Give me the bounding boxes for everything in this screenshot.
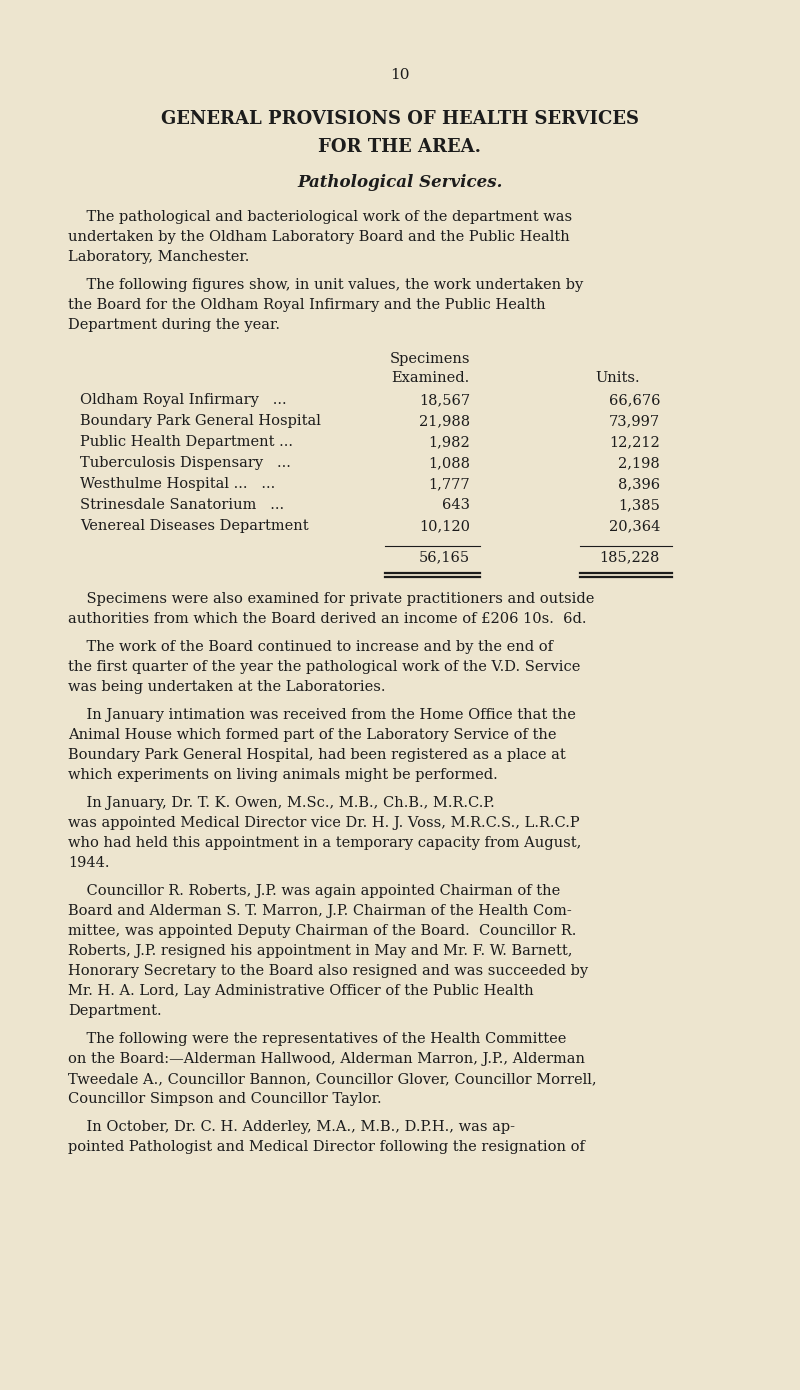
Text: the Board for the Oldham Royal Infirmary and the Public Health: the Board for the Oldham Royal Infirmary… (68, 297, 546, 311)
Text: Venereal Diseases Department: Venereal Diseases Department (80, 518, 309, 532)
Text: Department during the year.: Department during the year. (68, 318, 280, 332)
Text: Roberts, J.P. resigned his appointment in May and Mr. F. W. Barnett,: Roberts, J.P. resigned his appointment i… (68, 944, 573, 958)
Text: Councillor R. Roberts, J.P. was again appointed Chairman of the: Councillor R. Roberts, J.P. was again ap… (68, 884, 560, 898)
Text: Councillor Simpson and Councillor Taylor.: Councillor Simpson and Councillor Taylor… (68, 1093, 382, 1106)
Text: 1,088: 1,088 (428, 456, 470, 470)
Text: Animal House which formed part of the Laboratory Service of the: Animal House which formed part of the La… (68, 728, 557, 742)
Text: who had held this appointment in a temporary capacity from August,: who had held this appointment in a tempo… (68, 835, 582, 851)
Text: Laboratory, Manchester.: Laboratory, Manchester. (68, 250, 250, 264)
Text: pointed Pathologist and Medical Director following the resignation of: pointed Pathologist and Medical Director… (68, 1140, 585, 1154)
Text: GENERAL PROVISIONS OF HEALTH SERVICES: GENERAL PROVISIONS OF HEALTH SERVICES (161, 110, 639, 128)
Text: Tuberculosis Dispensary   ...: Tuberculosis Dispensary ... (80, 456, 291, 470)
Text: mittee, was appointed Deputy Chairman of the Board.  Councillor R.: mittee, was appointed Deputy Chairman of… (68, 924, 576, 938)
Text: Honorary Secretary to the Board also resigned and was succeeded by: Honorary Secretary to the Board also res… (68, 965, 588, 979)
Text: Board and Alderman S. T. Marron, J.P. Chairman of the Health Com-: Board and Alderman S. T. Marron, J.P. Ch… (68, 904, 572, 917)
Text: Public Health Department ...: Public Health Department ... (80, 435, 293, 449)
Text: The following figures show, in unit values, the work undertaken by: The following figures show, in unit valu… (68, 278, 583, 292)
Text: undertaken by the Oldham Laboratory Board and the Public Health: undertaken by the Oldham Laboratory Boar… (68, 229, 570, 245)
Text: Strinesdale Sanatorium   ...: Strinesdale Sanatorium ... (80, 498, 284, 512)
Text: 1,385: 1,385 (618, 498, 660, 512)
Text: FOR THE AREA.: FOR THE AREA. (318, 138, 482, 156)
Text: Department.: Department. (68, 1004, 162, 1017)
Text: Mr. H. A. Lord, Lay Administrative Officer of the Public Health: Mr. H. A. Lord, Lay Administrative Offic… (68, 984, 534, 998)
Text: 12,212: 12,212 (610, 435, 660, 449)
Text: 1,982: 1,982 (428, 435, 470, 449)
Text: Specimens were also examined for private practitioners and outside: Specimens were also examined for private… (68, 592, 594, 606)
Text: In October, Dr. C. H. Adderley, M.A., M.B., D.P.H., was ap-: In October, Dr. C. H. Adderley, M.A., M.… (68, 1120, 515, 1134)
Text: 18,567: 18,567 (419, 393, 470, 407)
Text: 73,997: 73,997 (609, 414, 660, 428)
Text: Specimens: Specimens (390, 352, 470, 366)
Text: 2,198: 2,198 (618, 456, 660, 470)
Text: The work of the Board continued to increase and by the end of: The work of the Board continued to incre… (68, 639, 553, 655)
Text: In January intimation was received from the Home Office that the: In January intimation was received from … (68, 708, 576, 721)
Text: authorities from which the Board derived an income of £206 10s.  6d.: authorities from which the Board derived… (68, 612, 586, 626)
Text: was being undertaken at the Laboratories.: was being undertaken at the Laboratories… (68, 680, 386, 694)
Text: 1944.: 1944. (68, 856, 110, 870)
Text: Boundary Park General Hospital: Boundary Park General Hospital (80, 414, 321, 428)
Text: 10,120: 10,120 (419, 518, 470, 532)
Text: 10: 10 (390, 68, 410, 82)
Text: 21,988: 21,988 (419, 414, 470, 428)
Text: 643: 643 (442, 498, 470, 512)
Text: The pathological and bacteriological work of the department was: The pathological and bacteriological wor… (68, 210, 572, 224)
Text: The following were the representatives of the Health Committee: The following were the representatives o… (68, 1031, 566, 1047)
Text: Units.: Units. (596, 371, 640, 385)
Text: Oldham Royal Infirmary   ...: Oldham Royal Infirmary ... (80, 393, 286, 407)
Text: 8,396: 8,396 (618, 477, 660, 491)
Text: Westhulme Hospital ...   ...: Westhulme Hospital ... ... (80, 477, 275, 491)
Text: was appointed Medical Director vice Dr. H. J. Voss, M.R.C.S., L.R.C.P: was appointed Medical Director vice Dr. … (68, 816, 580, 830)
Text: which experiments on living animals might be performed.: which experiments on living animals migh… (68, 769, 498, 783)
Text: Pathological Services.: Pathological Services. (298, 174, 502, 190)
Text: 20,364: 20,364 (609, 518, 660, 532)
Text: In January, Dr. T. K. Owen, M.Sc., M.B., Ch.B., M.R.C.P.: In January, Dr. T. K. Owen, M.Sc., M.B.,… (68, 796, 494, 810)
Text: 56,165: 56,165 (419, 550, 470, 564)
Text: 1,777: 1,777 (428, 477, 470, 491)
Text: the first quarter of the year the pathological work of the V.D. Service: the first quarter of the year the pathol… (68, 660, 580, 674)
Text: Tweedale A., Councillor Bannon, Councillor Glover, Councillor Morrell,: Tweedale A., Councillor Bannon, Councill… (68, 1072, 597, 1086)
Text: on the Board:—Alderman Hallwood, Alderman Marron, J.P., Alderman: on the Board:—Alderman Hallwood, Alderma… (68, 1052, 585, 1066)
Text: Examined.: Examined. (391, 371, 469, 385)
Text: 185,228: 185,228 (600, 550, 660, 564)
Text: Boundary Park General Hospital, had been registered as a place at: Boundary Park General Hospital, had been… (68, 748, 566, 762)
Text: 66,676: 66,676 (609, 393, 660, 407)
